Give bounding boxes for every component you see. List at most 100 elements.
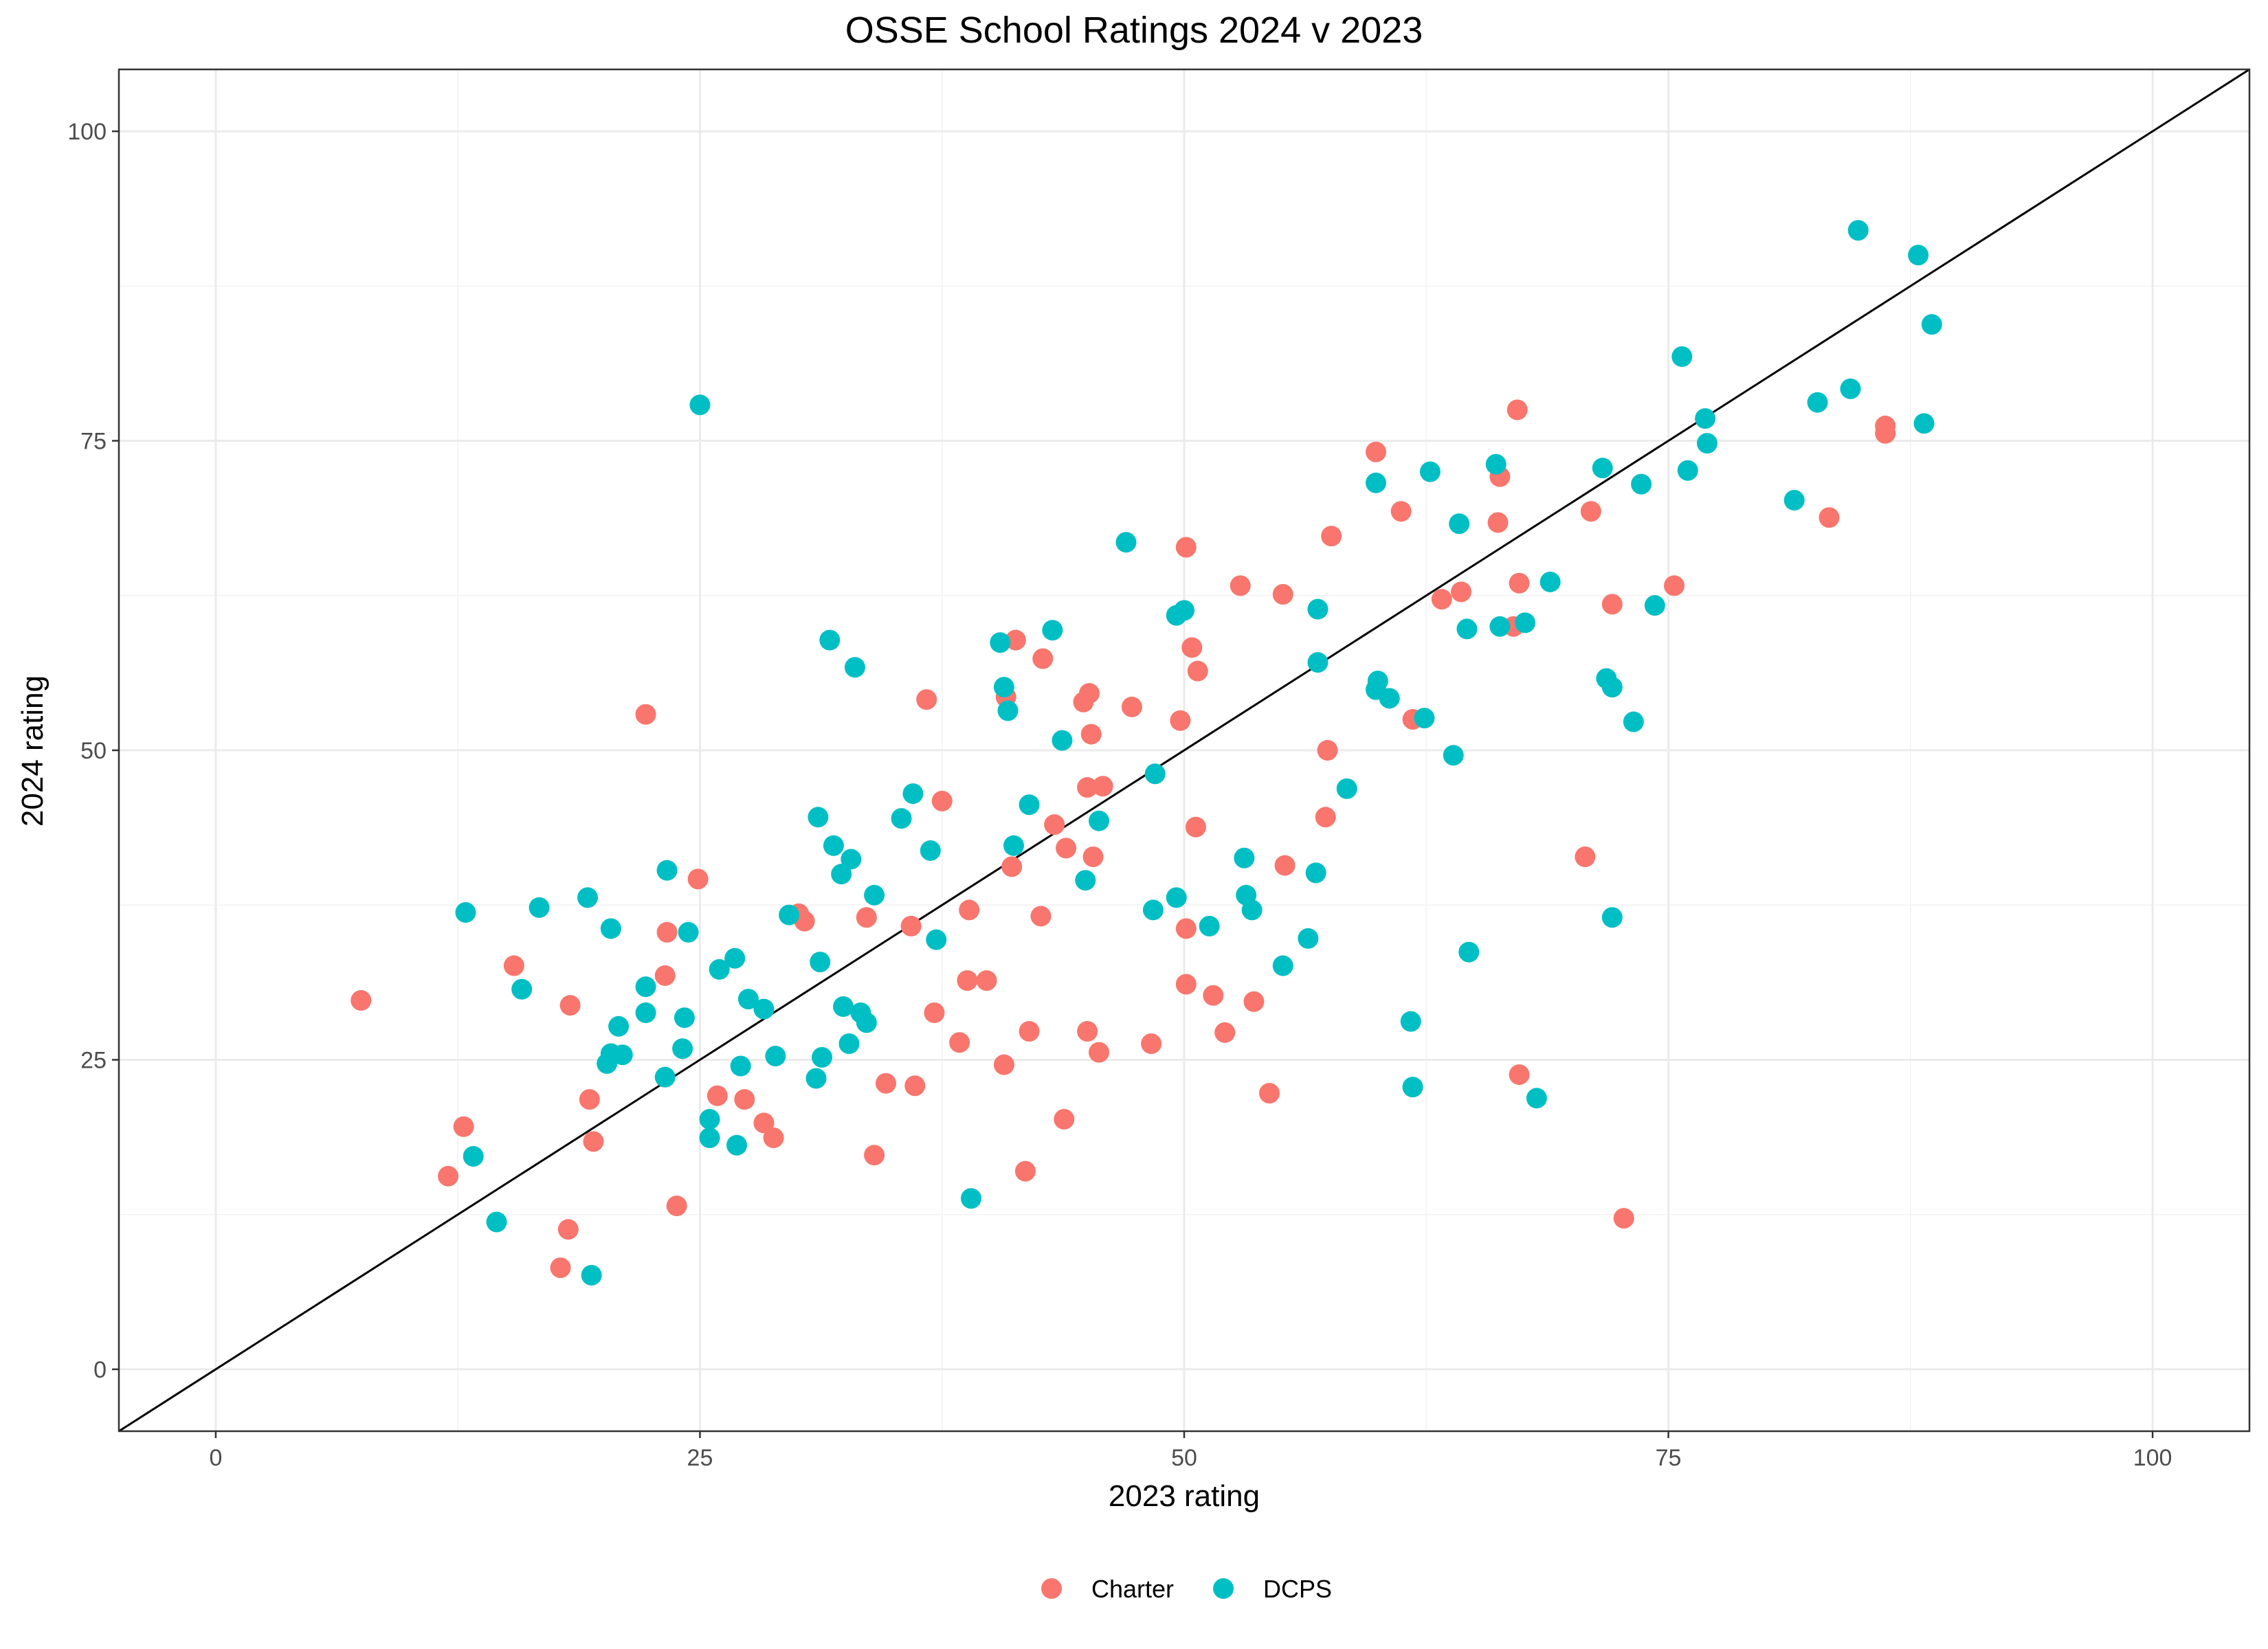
- point-charter: [900, 915, 922, 936]
- point-charter: [1664, 575, 1685, 596]
- point-dcps: [1366, 472, 1386, 493]
- point-dcps: [1913, 413, 1935, 434]
- point-dcps: [674, 1007, 695, 1029]
- point-dcps: [577, 887, 598, 908]
- point-dcps: [1458, 941, 1480, 963]
- point-dcps: [1623, 711, 1644, 732]
- point-charter: [1001, 856, 1023, 877]
- point-charter: [1259, 1083, 1280, 1104]
- point-dcps: [841, 849, 862, 870]
- x-axis-title: 2023 rating: [1109, 1479, 1260, 1513]
- point-dcps: [1400, 1011, 1421, 1032]
- point-dcps: [1089, 810, 1109, 831]
- point-charter: [1170, 710, 1191, 731]
- point-dcps: [612, 1044, 633, 1066]
- point-dcps: [990, 632, 1011, 653]
- point-charter: [1005, 629, 1026, 651]
- point-charter: [1317, 740, 1338, 761]
- point-dcps: [1052, 730, 1073, 751]
- point-charter: [1431, 589, 1452, 610]
- point-dcps: [753, 998, 775, 1020]
- point-dcps: [1840, 378, 1861, 399]
- reference-line-layer: [118, 68, 2250, 1433]
- point-charter: [1044, 814, 1065, 835]
- point-dcps: [1336, 778, 1357, 799]
- point-dcps: [779, 904, 800, 926]
- point-dcps: [726, 1134, 747, 1156]
- point-dcps: [1921, 314, 1942, 335]
- point-dcps: [856, 1012, 877, 1033]
- point-dcps: [1644, 595, 1665, 616]
- point-charter: [876, 1073, 896, 1094]
- point-dcps: [699, 1108, 720, 1130]
- point-charter: [351, 989, 372, 1011]
- point-charter: [924, 1002, 945, 1023]
- point-charter: [1575, 846, 1596, 867]
- point-dcps: [699, 1127, 720, 1148]
- x-tick-label: 100: [2133, 1445, 2172, 1471]
- point-charter: [1214, 1022, 1236, 1043]
- point-dcps: [1456, 618, 1478, 640]
- point-dcps: [1019, 794, 1040, 816]
- point-charter: [654, 965, 676, 986]
- point-dcps: [709, 958, 730, 980]
- reference-line-y-equals-x: [118, 68, 2250, 1433]
- point-dcps: [1671, 346, 1693, 368]
- point-dcps: [678, 921, 699, 943]
- point-charter: [1819, 507, 1840, 528]
- point-charter: [1032, 648, 1054, 669]
- point-charter: [1092, 776, 1113, 797]
- point-dcps: [1631, 473, 1652, 495]
- point-charter: [453, 1116, 474, 1137]
- point-dcps: [1515, 612, 1535, 633]
- point-dcps: [1174, 600, 1194, 621]
- y-tick-label: 50: [80, 738, 107, 764]
- point-dcps: [635, 976, 656, 998]
- point-charter: [687, 868, 709, 890]
- point-dcps: [689, 394, 711, 416]
- point-dcps: [1601, 677, 1623, 698]
- point-charter: [794, 910, 815, 932]
- point-charter: [583, 1131, 604, 1152]
- point-charter: [635, 704, 656, 725]
- legend: Charter DCPS: [1041, 1575, 1332, 1603]
- point-dcps: [463, 1145, 484, 1167]
- grid-layer: [119, 69, 2249, 1431]
- point-charter: [1141, 1033, 1162, 1055]
- point-charter: [753, 1112, 775, 1134]
- series-dcps: [455, 220, 1942, 1286]
- point-dcps: [891, 808, 912, 829]
- point-dcps: [1489, 616, 1511, 637]
- point-dcps: [1305, 862, 1326, 884]
- point-charter: [949, 1032, 970, 1053]
- point-charter: [1487, 512, 1509, 533]
- point-charter: [1509, 1064, 1530, 1086]
- point-dcps: [1908, 245, 1929, 266]
- point-charter: [1390, 501, 1412, 522]
- point-charter: [1056, 838, 1077, 859]
- point-charter: [864, 1145, 885, 1166]
- point-dcps: [1367, 671, 1388, 692]
- point-dcps: [1695, 408, 1716, 429]
- point-dcps: [529, 897, 550, 918]
- point-charter: [904, 1075, 926, 1097]
- point-dcps: [1272, 955, 1293, 976]
- point-charter: [1030, 906, 1052, 927]
- point-dcps: [819, 629, 841, 651]
- point-dcps: [511, 978, 533, 1000]
- point-dcps: [1449, 513, 1470, 535]
- point-dcps: [1696, 433, 1717, 454]
- point-dcps: [808, 807, 829, 828]
- point-charter: [993, 1054, 1014, 1075]
- y-axis-ticks: 0 25 50 75 100: [67, 119, 119, 1383]
- point-dcps: [1414, 708, 1435, 729]
- point-charter: [1077, 777, 1098, 798]
- point-dcps: [1526, 1088, 1547, 1109]
- point-dcps: [1307, 652, 1328, 673]
- point-charter: [1175, 918, 1197, 939]
- point-dcps: [654, 1066, 676, 1088]
- point-charter: [1243, 991, 1265, 1012]
- point-charter: [550, 1257, 571, 1279]
- x-tick-label: 25: [687, 1445, 713, 1471]
- point-dcps: [724, 947, 746, 969]
